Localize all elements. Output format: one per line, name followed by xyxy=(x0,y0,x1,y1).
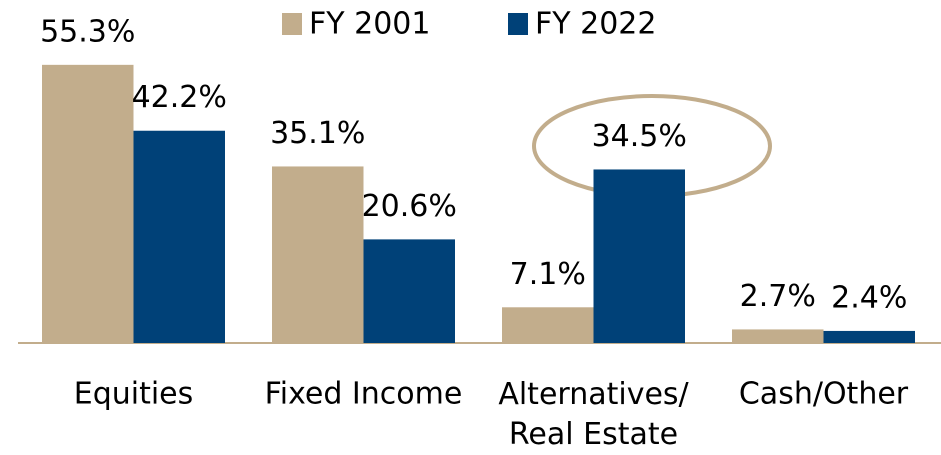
value-label: 55.3% xyxy=(40,14,135,49)
legend-swatch xyxy=(508,13,528,35)
value-label: 42.2% xyxy=(132,80,227,115)
value-label: 7.1% xyxy=(510,257,586,292)
bar xyxy=(42,64,134,343)
bar xyxy=(732,329,824,343)
bar xyxy=(272,166,364,343)
value-label: 2.7% xyxy=(740,279,816,314)
legend-label: FY 2001 xyxy=(309,7,430,42)
bar xyxy=(363,239,455,343)
legend-swatch xyxy=(282,13,302,35)
value-label: 35.1% xyxy=(270,116,365,151)
value-label: 34.5% xyxy=(592,119,687,154)
x-tick-label: Fixed Income xyxy=(265,377,463,412)
bar xyxy=(133,130,225,343)
x-tick-label: Cash/Other xyxy=(739,377,909,412)
bar xyxy=(502,307,594,343)
bar xyxy=(823,330,915,343)
value-label: 2.4% xyxy=(831,280,907,315)
x-tick-label: Equities xyxy=(74,377,194,412)
x-tick-label: Alternatives/Real Estate xyxy=(498,377,689,452)
bar xyxy=(593,169,685,343)
value-label: 20.6% xyxy=(362,189,457,224)
legend-label: FY 2022 xyxy=(535,7,656,42)
